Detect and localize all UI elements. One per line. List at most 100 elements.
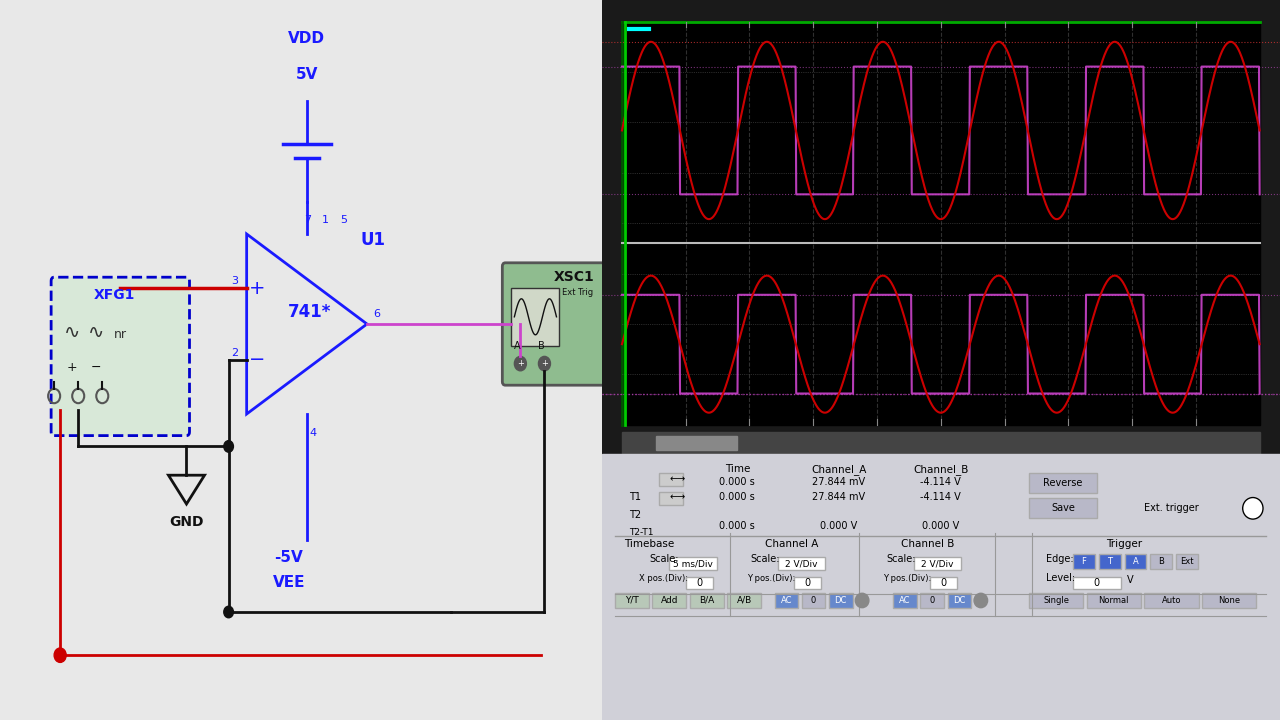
Text: T2-T1: T2-T1	[628, 528, 653, 537]
Text: 1: 1	[321, 215, 329, 225]
Text: X pos.(Div):: X pos.(Div):	[639, 574, 687, 583]
Text: XFG1: XFG1	[93, 288, 134, 302]
Text: T1: T1	[628, 492, 641, 502]
Text: 0.000 s: 0.000 s	[719, 477, 755, 487]
Circle shape	[224, 606, 233, 618]
Text: Y/T: Y/T	[625, 596, 639, 605]
Text: -4.114 V: -4.114 V	[920, 492, 961, 503]
Bar	[659, 492, 684, 505]
Text: Reverse: Reverse	[1043, 478, 1083, 488]
Text: XSC1: XSC1	[553, 270, 594, 284]
Text: T: T	[1107, 557, 1112, 566]
FancyBboxPatch shape	[502, 263, 617, 385]
Text: Ext. trigger: Ext. trigger	[1144, 503, 1199, 513]
Text: -4.114 V: -4.114 V	[920, 477, 961, 487]
Text: +: +	[250, 279, 266, 297]
Text: −: −	[91, 361, 101, 374]
Bar	[622, 22, 1260, 425]
Circle shape	[855, 593, 869, 608]
Text: Scale:: Scale:	[649, 554, 678, 564]
Text: Time: Time	[724, 464, 750, 474]
Bar	[616, 593, 649, 608]
Text: Add: Add	[660, 596, 678, 605]
Bar	[1073, 554, 1094, 569]
Bar	[1202, 593, 1256, 608]
Text: VEE: VEE	[273, 575, 305, 590]
Text: AC: AC	[900, 596, 911, 605]
Text: V: V	[1128, 575, 1134, 585]
Text: Save: Save	[1051, 503, 1075, 513]
Circle shape	[224, 441, 233, 452]
Text: Edge:: Edge:	[1046, 554, 1074, 564]
Bar	[920, 593, 945, 608]
Circle shape	[539, 356, 550, 371]
Bar	[686, 577, 713, 589]
Bar	[1029, 593, 1083, 608]
Text: 0: 0	[812, 596, 817, 605]
Bar	[914, 557, 961, 570]
Bar	[1151, 554, 1172, 569]
Text: DC: DC	[954, 596, 965, 605]
Text: 2 V/Div: 2 V/Div	[922, 559, 954, 568]
Bar	[1144, 593, 1198, 608]
Bar	[1098, 554, 1120, 569]
Text: 0: 0	[696, 578, 703, 588]
Text: +: +	[541, 359, 548, 368]
Text: ←→: ←→	[669, 492, 686, 502]
Circle shape	[1243, 498, 1263, 519]
Text: nr: nr	[114, 328, 127, 341]
Bar	[893, 593, 916, 608]
Text: U1: U1	[361, 231, 387, 249]
Text: 5: 5	[340, 215, 347, 225]
Text: ∿: ∿	[88, 323, 105, 343]
Text: -5V: -5V	[274, 549, 303, 564]
Text: 0: 0	[929, 596, 934, 605]
Text: 5V: 5V	[296, 67, 317, 82]
Text: T2: T2	[628, 510, 641, 520]
Text: 27.844 mV: 27.844 mV	[813, 477, 865, 487]
Text: B: B	[539, 341, 545, 351]
Bar	[1029, 473, 1097, 493]
Bar	[669, 557, 717, 570]
Text: Ext: Ext	[1180, 557, 1194, 566]
Bar	[778, 557, 826, 570]
Text: −: −	[250, 351, 266, 369]
Bar	[1029, 498, 1097, 518]
Text: ←→: ←→	[669, 474, 686, 484]
Text: A: A	[1133, 557, 1138, 566]
Text: Single: Single	[1043, 596, 1069, 605]
Text: 0: 0	[941, 578, 947, 588]
Text: 0.000 s: 0.000 s	[719, 492, 755, 503]
Bar	[655, 436, 737, 450]
Text: ∿: ∿	[64, 323, 81, 343]
Text: 7: 7	[303, 215, 311, 225]
Text: 2 V/Div: 2 V/Div	[786, 559, 818, 568]
Text: 0.000 s: 0.000 s	[719, 521, 755, 531]
Bar	[602, 454, 1280, 720]
Text: Ext Trig: Ext Trig	[562, 288, 594, 297]
Bar	[511, 288, 559, 346]
Bar	[659, 473, 684, 486]
Bar	[1176, 554, 1198, 569]
Text: None: None	[1219, 596, 1240, 605]
Bar	[622, 432, 1260, 454]
Text: Timebase: Timebase	[623, 539, 675, 549]
Text: +: +	[67, 361, 78, 374]
Text: Y pos.(Div):: Y pos.(Div):	[748, 574, 796, 583]
Text: 0: 0	[805, 578, 812, 588]
Text: A: A	[515, 341, 521, 351]
Text: GND: GND	[169, 515, 204, 528]
Text: Channel_A: Channel_A	[812, 464, 867, 474]
Bar	[690, 593, 723, 608]
Text: DC: DC	[835, 596, 847, 605]
Text: 5 ms/Div: 5 ms/Div	[673, 559, 713, 568]
Bar	[947, 593, 972, 608]
Text: 6: 6	[372, 309, 380, 319]
Text: A/B: A/B	[736, 596, 751, 605]
Bar	[1125, 554, 1147, 569]
Text: Trigger: Trigger	[1106, 539, 1142, 549]
Text: 0.000 V: 0.000 V	[922, 521, 960, 531]
Text: Scale:: Scale:	[887, 554, 916, 564]
Text: B: B	[1158, 557, 1165, 566]
Text: Y pos.(Div):: Y pos.(Div):	[883, 574, 932, 583]
